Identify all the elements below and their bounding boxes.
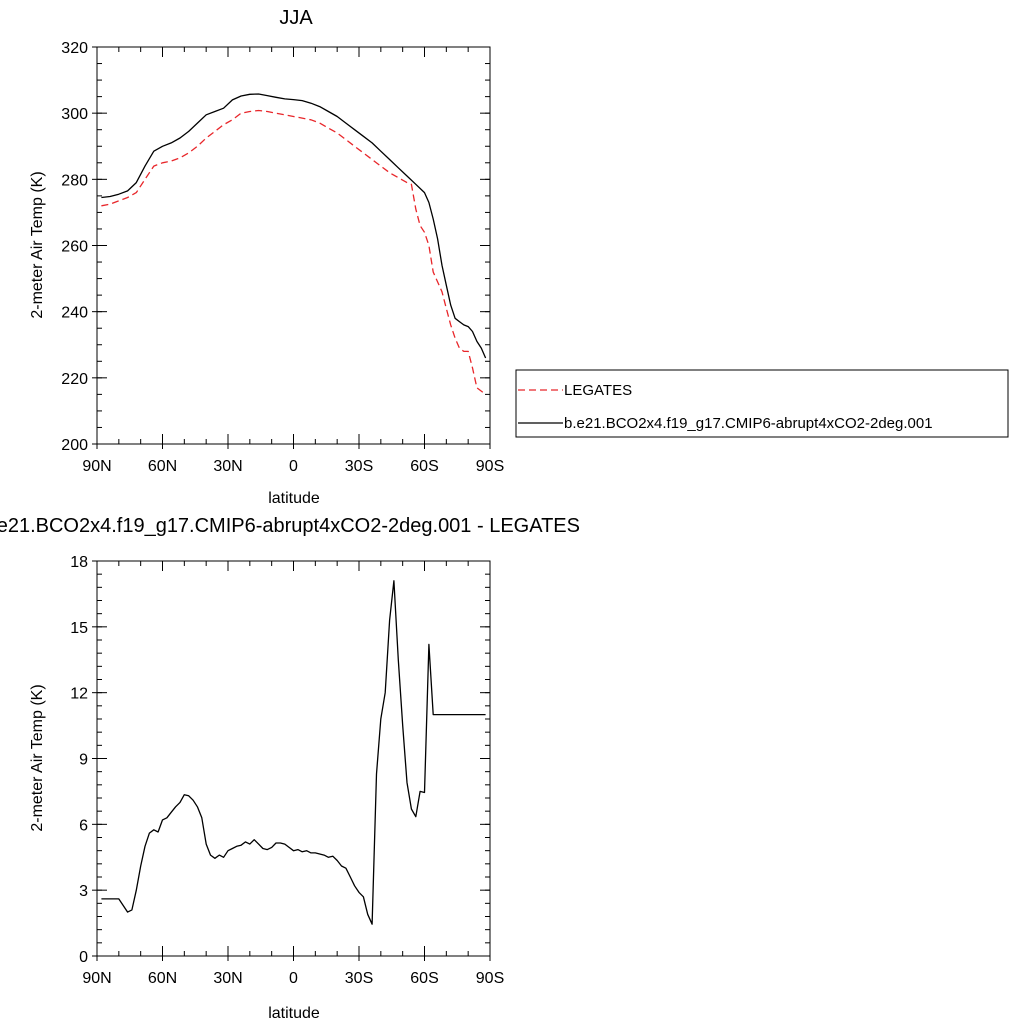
legates-series-line <box>101 109 486 395</box>
y-tick-label: 3 <box>79 883 88 900</box>
model-series-line <box>101 93 487 359</box>
y-tick-label: 0 <box>79 949 88 966</box>
y-tick-label: 320 <box>61 40 88 57</box>
x-tick-label: 60N <box>148 458 177 475</box>
bottom-y-axis-label: 2-meter Air Temp (K) <box>29 684 46 831</box>
x-tick-label: 0 <box>289 970 298 987</box>
top-plot-frame <box>96 46 491 445</box>
top-chart-title: JJA <box>279 7 313 29</box>
y-tick-label: 260 <box>61 239 88 256</box>
y-tick-label: 15 <box>70 620 88 637</box>
y-tick-label: 240 <box>61 305 88 322</box>
bottom-series-group <box>101 580 486 925</box>
x-tick-label: 30N <box>213 970 242 987</box>
y-tick-label: 220 <box>61 371 88 388</box>
x-tick-label: 60N <box>148 970 177 987</box>
legend: LEGATES b.e21.BCO2x4.f19_g17.CMIP6-abrup… <box>515 369 1009 438</box>
y-tick-label: 12 <box>70 686 88 703</box>
y-tick-label: 280 <box>61 172 88 189</box>
top-y-tick-labels: 200 220 240 260 280 300 320 <box>61 40 88 454</box>
top-y-axis-label: 2-meter Air Temp (K) <box>29 171 46 318</box>
top-panel: JJA 200 220 240 260 280 300 320 90N 60N 30N 0 30S 6… <box>29 7 1009 507</box>
legend-box <box>515 369 1009 438</box>
bottom-chart-title: b.e21.BCO2x4.f19_g17.CMIP6-abrupt4xCO2-2… <box>0 515 580 537</box>
model-series-line <box>101 580 486 925</box>
x-tick-label: 60S <box>410 970 438 987</box>
bottom-plot-frame <box>96 560 491 957</box>
y-tick-label: 300 <box>61 106 88 123</box>
x-tick-label: 0 <box>289 458 298 475</box>
x-tick-label: 90S <box>476 970 504 987</box>
bottom-x-axis-label: latitude <box>268 1005 320 1022</box>
y-tick-label: 200 <box>61 437 88 454</box>
x-tick-label: 60S <box>410 458 438 475</box>
bottom-y-tick-labels: 0 3 6 9 12 15 18 <box>70 554 88 966</box>
y-tick-label: 6 <box>79 817 88 834</box>
x-tick-label: 90N <box>82 970 111 987</box>
y-tick-label: 9 <box>79 752 88 769</box>
x-tick-label: 90S <box>476 458 504 475</box>
top-axis-ticks <box>92 46 491 449</box>
bottom-x-tick-labels: 90N 60N 30N 0 30S 60S 90S <box>82 970 504 987</box>
top-x-axis-label: latitude <box>268 490 320 507</box>
bottom-axis-ticks <box>92 560 491 961</box>
y-tick-label: 18 <box>70 554 88 571</box>
x-tick-label: 30S <box>345 458 373 475</box>
top-series-group <box>101 93 487 395</box>
x-tick-label: 90N <box>82 458 111 475</box>
x-tick-label: 30S <box>345 970 373 987</box>
legend-label-model: b.e21.BCO2x4.f19_g17.CMIP6-abrupt4xCO2-2… <box>564 415 933 432</box>
x-tick-label: 30N <box>213 458 242 475</box>
legend-label-legates: LEGATES <box>564 382 632 399</box>
bottom-panel: b.e21.BCO2x4.f19_g17.CMIP6-abrupt4xCO2-2… <box>0 515 580 1022</box>
top-x-tick-labels: 90N 60N 30N 0 30S 60S 90S <box>82 458 504 475</box>
